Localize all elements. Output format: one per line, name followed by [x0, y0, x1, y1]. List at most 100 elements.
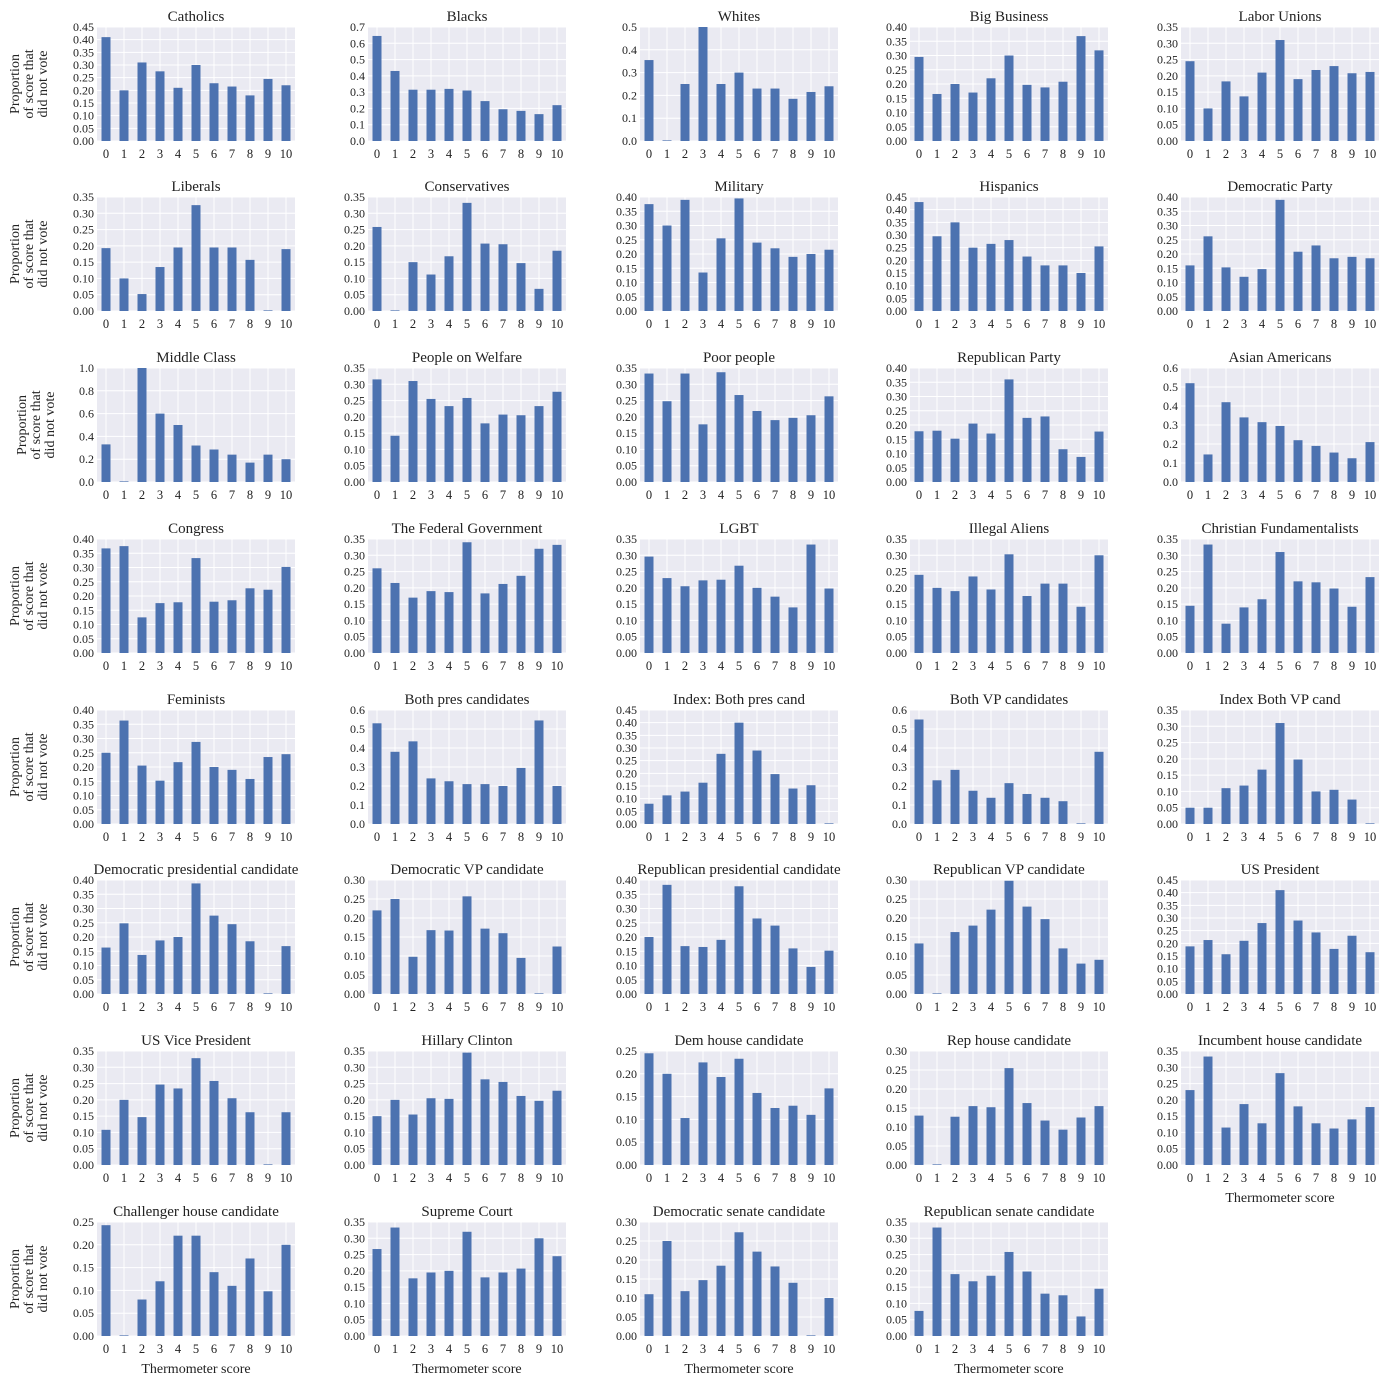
x-tick-label: 3 — [157, 317, 163, 331]
bar — [1365, 952, 1375, 994]
y-tick-label: 0.35 — [1157, 204, 1178, 218]
y-tick-label: 0.05 — [344, 1142, 365, 1156]
bar — [390, 1099, 400, 1165]
y-tick-label: 0.00 — [616, 1158, 637, 1172]
chart-panel: 0.00 0.05 0.10 0.15 0.20 0.25 0.30 0.35 0 1 2 3 4 5 6 7… — [344, 179, 566, 331]
y-tick-label: 0.00 — [1157, 134, 1178, 148]
y-tick-label: 0.10 — [1157, 613, 1178, 627]
y-tick-label: 0.00 — [1157, 987, 1178, 1001]
x-tick-label: 1 — [121, 830, 127, 844]
y-tick-label: 0.15 — [344, 1280, 365, 1294]
bar — [986, 78, 996, 141]
y-tick-label: 0.35 — [73, 887, 94, 901]
x-tick-label: 3 — [970, 1342, 976, 1356]
y-tick-label: 0.25 — [1157, 233, 1178, 247]
y-tick-label: 0.25 — [344, 1248, 365, 1262]
bar — [932, 430, 942, 482]
x-tick-label: 9 — [808, 147, 814, 161]
bar — [698, 580, 708, 653]
bar — [716, 579, 726, 653]
x-tick-label: 2 — [139, 317, 145, 331]
x-tick-label: 2 — [682, 830, 688, 844]
y-tick-label: 0.00 — [73, 1329, 94, 1343]
x-tick-label: 3 — [157, 830, 163, 844]
bar — [1094, 1288, 1104, 1336]
chart-panel: 0.000.050.100.150.200.250.300.350.400.45… — [8, 9, 295, 161]
x-tick-label: 7 — [229, 317, 235, 331]
x-tick-label: 2 — [952, 317, 958, 331]
y-tick-label: 0.05 — [73, 803, 94, 817]
y-tick-label: 0.35 — [73, 717, 94, 731]
bar — [209, 767, 219, 824]
bar — [209, 247, 219, 311]
y-tick-label: 0.00 — [886, 475, 907, 489]
x-tick-label: 6 — [754, 830, 760, 844]
bar — [1203, 454, 1213, 482]
y-tick-label: 0.10 — [1157, 276, 1178, 290]
bar — [1293, 1106, 1303, 1165]
x-tick-label: 5 — [1277, 1000, 1283, 1014]
x-tick-label: 1 — [121, 317, 127, 331]
bar — [1329, 66, 1339, 141]
y-tick-label: 0.05 — [73, 288, 94, 302]
y-tick-label: 0.15 — [1157, 85, 1178, 99]
chart-panel: 0.00 0.05 0.10 0.15 0.20 0.25 0.30 0 1 2 3 4 5 6 7 8 9 10… — [344, 862, 566, 1014]
bar — [1365, 442, 1375, 482]
bar — [1185, 605, 1195, 653]
y-tick-label: 0.30 — [886, 49, 907, 63]
x-tick-label: 10 — [823, 1000, 836, 1014]
bar — [932, 1227, 942, 1336]
bar — [1058, 81, 1068, 141]
chart-title: US President — [1241, 862, 1321, 878]
x-tick-label: 9 — [1349, 1000, 1355, 1014]
y-tick-label: 0.00 — [1157, 304, 1178, 318]
bar — [824, 588, 834, 653]
x-tick-label: 6 — [211, 830, 217, 844]
bar — [914, 1310, 924, 1336]
bar — [462, 397, 472, 482]
x-tick-label: 9 — [1078, 1171, 1084, 1185]
bar — [662, 884, 672, 994]
bar — [498, 109, 508, 141]
bar — [1275, 723, 1285, 824]
x-tick-label: 7 — [772, 317, 778, 331]
bar — [372, 1249, 382, 1336]
x-tick-label: 1 — [1205, 659, 1211, 673]
x-tick-label: 5 — [1277, 659, 1283, 673]
bar — [1094, 246, 1104, 311]
y-tick-label: 0.00 — [344, 987, 365, 1001]
y-tick-label: 0.15 — [616, 944, 637, 958]
y-tick-label: 0.15 — [73, 603, 94, 617]
bar — [1275, 552, 1285, 653]
chart-panel: 0.00 0.05 0.10 0.15 0.20 0.25 0.30 0.35 0 1 2 3 4 5 6 7… — [344, 350, 566, 502]
bar — [498, 583, 508, 653]
chart-title: Congress — [168, 521, 224, 537]
bar — [263, 589, 273, 653]
bar — [480, 243, 490, 311]
y-tick-label: 0.15 — [616, 1272, 637, 1286]
bar — [534, 288, 544, 311]
x-tick-label: 1 — [1205, 1000, 1211, 1014]
x-tick-label: 3 — [700, 1000, 706, 1014]
bar — [516, 415, 526, 482]
x-tick-label: 0 — [374, 317, 380, 331]
y-tick-label: 0.05 — [344, 459, 365, 473]
bar — [680, 1291, 690, 1336]
bar — [1185, 383, 1195, 482]
y-tick-label: 0.25 — [616, 1044, 637, 1058]
bar — [245, 462, 255, 482]
bar — [155, 780, 165, 824]
bar — [390, 1227, 400, 1336]
bar — [426, 1272, 436, 1336]
bar — [1365, 258, 1375, 311]
bar — [137, 1299, 147, 1336]
y-tick-label: 0.40 — [1157, 190, 1178, 204]
x-tick-label: 5 — [1006, 1342, 1012, 1356]
bar — [1040, 87, 1050, 141]
bar — [245, 588, 255, 653]
x-tick-label: 0 — [374, 147, 380, 161]
y-tick-label: 0.15 — [1157, 261, 1178, 275]
bar — [914, 1115, 924, 1165]
x-tick-label: 8 — [790, 659, 796, 673]
bar — [734, 722, 744, 824]
